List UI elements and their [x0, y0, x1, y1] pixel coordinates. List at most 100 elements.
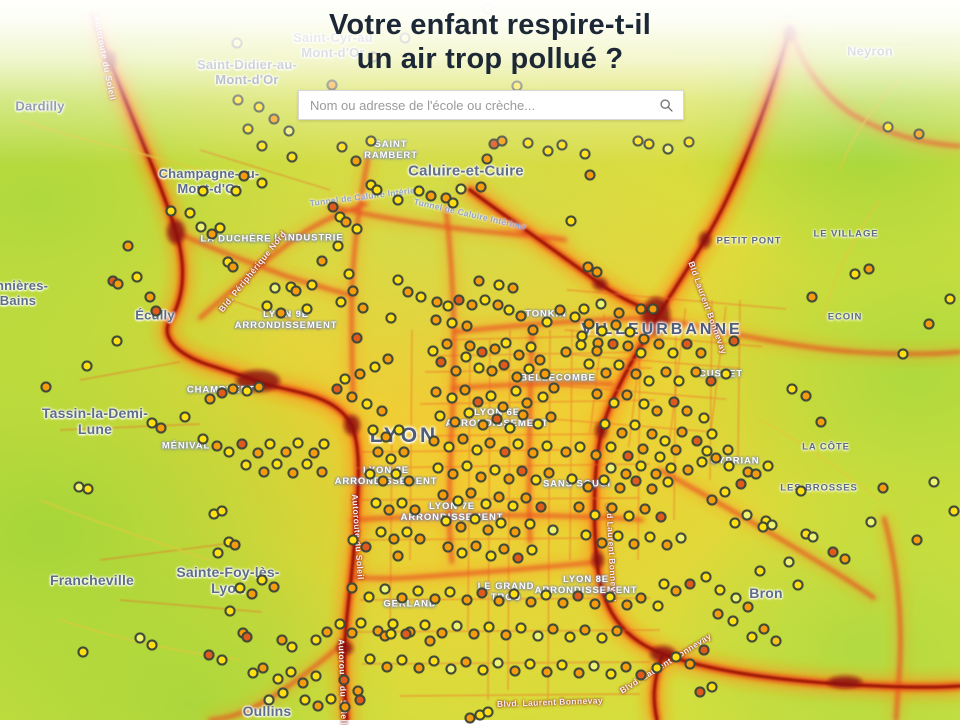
- school-marker[interactable]: [150, 305, 162, 317]
- school-marker[interactable]: [712, 608, 724, 620]
- school-marker[interactable]: [659, 435, 671, 447]
- school-marker[interactable]: [268, 113, 280, 125]
- school-marker[interactable]: [635, 669, 647, 681]
- school-marker[interactable]: [370, 497, 382, 509]
- school-marker[interactable]: [301, 303, 313, 315]
- school-marker[interactable]: [484, 437, 496, 449]
- school-marker[interactable]: [742, 601, 754, 613]
- school-marker[interactable]: [331, 383, 343, 395]
- school-marker[interactable]: [224, 605, 236, 617]
- school-marker[interactable]: [610, 319, 622, 331]
- school-marker[interactable]: [256, 574, 268, 586]
- school-marker[interactable]: [486, 365, 498, 377]
- school-marker[interactable]: [612, 530, 624, 542]
- school-marker[interactable]: [476, 346, 488, 358]
- school-marker[interactable]: [783, 556, 795, 568]
- school-marker[interactable]: [325, 693, 337, 705]
- school-marker[interactable]: [415, 291, 427, 303]
- school-marker[interactable]: [211, 440, 223, 452]
- school-marker[interactable]: [414, 533, 426, 545]
- school-marker[interactable]: [430, 386, 442, 398]
- school-marker[interactable]: [447, 468, 459, 480]
- school-marker[interactable]: [446, 392, 458, 404]
- school-marker[interactable]: [361, 398, 373, 410]
- school-marker[interactable]: [668, 396, 680, 408]
- school-marker[interactable]: [807, 531, 819, 543]
- school-marker[interactable]: [644, 531, 656, 543]
- school-marker[interactable]: [557, 597, 569, 609]
- school-marker[interactable]: [496, 135, 508, 147]
- school-marker[interactable]: [451, 620, 463, 632]
- school-marker[interactable]: [424, 635, 436, 647]
- school-marker[interactable]: [670, 585, 682, 597]
- school-marker[interactable]: [482, 524, 494, 536]
- school-marker[interactable]: [624, 326, 636, 338]
- school-marker[interactable]: [283, 125, 295, 137]
- school-marker[interactable]: [573, 667, 585, 679]
- school-marker[interactable]: [340, 216, 352, 228]
- school-marker[interactable]: [539, 368, 551, 380]
- school-marker[interactable]: [247, 667, 259, 679]
- school-marker[interactable]: [647, 303, 659, 315]
- school-marker[interactable]: [578, 303, 590, 315]
- school-marker[interactable]: [525, 596, 537, 608]
- school-marker[interactable]: [500, 337, 512, 349]
- school-marker[interactable]: [560, 446, 572, 458]
- school-marker[interactable]: [635, 592, 647, 604]
- school-marker[interactable]: [564, 631, 576, 643]
- school-marker[interactable]: [377, 475, 389, 487]
- school-marker[interactable]: [446, 317, 458, 329]
- school-marker[interactable]: [434, 410, 446, 422]
- school-marker[interactable]: [520, 492, 532, 504]
- school-marker[interactable]: [271, 458, 283, 470]
- school-marker[interactable]: [346, 627, 358, 639]
- school-marker[interactable]: [444, 586, 456, 598]
- school-marker[interactable]: [332, 240, 344, 252]
- school-marker[interactable]: [223, 446, 235, 458]
- school-marker[interactable]: [412, 585, 424, 597]
- school-marker[interactable]: [334, 618, 346, 630]
- school-marker[interactable]: [447, 197, 459, 209]
- school-marker[interactable]: [537, 391, 549, 403]
- school-marker[interactable]: [466, 299, 478, 311]
- school-marker[interactable]: [509, 665, 521, 677]
- school-marker[interactable]: [746, 631, 758, 643]
- school-marker[interactable]: [385, 453, 397, 465]
- school-marker[interactable]: [882, 121, 894, 133]
- school-marker[interactable]: [698, 412, 710, 424]
- school-marker[interactable]: [437, 489, 449, 501]
- school-marker[interactable]: [489, 464, 501, 476]
- school-marker[interactable]: [543, 467, 555, 479]
- school-marker[interactable]: [620, 468, 632, 480]
- school-marker[interactable]: [524, 518, 536, 530]
- school-marker[interactable]: [383, 504, 395, 516]
- school-marker[interactable]: [464, 340, 476, 352]
- school-marker[interactable]: [400, 628, 412, 640]
- school-marker[interactable]: [643, 138, 655, 150]
- school-marker[interactable]: [719, 486, 731, 498]
- school-marker[interactable]: [691, 435, 703, 447]
- school-marker[interactable]: [428, 435, 440, 447]
- school-marker[interactable]: [710, 452, 722, 464]
- school-marker[interactable]: [440, 515, 452, 527]
- school-marker[interactable]: [547, 623, 559, 635]
- school-marker[interactable]: [530, 474, 542, 486]
- school-marker[interactable]: [637, 443, 649, 455]
- school-marker[interactable]: [580, 529, 592, 541]
- school-marker[interactable]: [253, 101, 265, 113]
- school-marker[interactable]: [560, 346, 572, 358]
- school-marker[interactable]: [375, 526, 387, 538]
- school-marker[interactable]: [676, 426, 688, 438]
- school-marker[interactable]: [470, 540, 482, 552]
- school-marker[interactable]: [596, 325, 608, 337]
- school-marker[interactable]: [706, 494, 718, 506]
- school-marker[interactable]: [658, 578, 670, 590]
- school-marker[interactable]: [396, 592, 408, 604]
- school-marker[interactable]: [357, 302, 369, 314]
- school-marker[interactable]: [473, 275, 485, 287]
- school-marker[interactable]: [77, 646, 89, 658]
- school-marker[interactable]: [351, 332, 363, 344]
- school-marker[interactable]: [398, 446, 410, 458]
- school-marker[interactable]: [369, 361, 381, 373]
- school-marker[interactable]: [730, 592, 742, 604]
